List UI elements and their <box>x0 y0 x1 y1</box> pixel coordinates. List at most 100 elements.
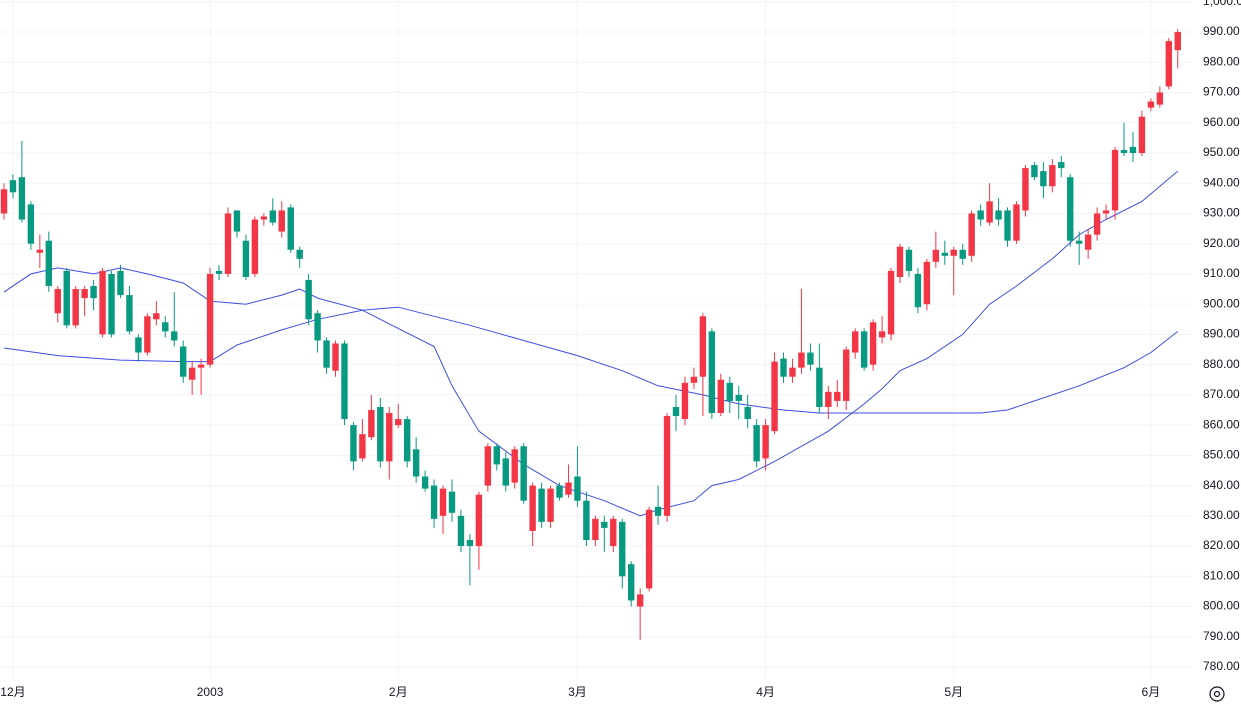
candle-body <box>314 313 321 341</box>
candle-body <box>368 409 375 438</box>
candle-body <box>905 249 913 271</box>
candle-body <box>1058 162 1065 169</box>
candle-body <box>54 289 61 314</box>
candle-body <box>1156 92 1164 105</box>
candle-body <box>986 201 993 223</box>
candle-body <box>180 346 187 377</box>
candle-body <box>663 416 671 516</box>
candle-body <box>135 337 142 353</box>
y-tick-label: 890.00 <box>1203 327 1240 341</box>
candle-body <box>681 382 689 420</box>
candle-body <box>412 449 420 477</box>
candle-body <box>502 458 509 486</box>
candle-body <box>941 252 948 256</box>
candle-body <box>1040 171 1047 187</box>
candle-body <box>0 189 8 214</box>
x-tick-label: 4月 <box>756 685 775 699</box>
candle-body <box>914 273 922 308</box>
candle-body <box>645 509 653 589</box>
x-tick-label: 3月 <box>568 685 587 699</box>
candle-body <box>36 249 44 253</box>
candle-body <box>9 180 17 193</box>
candle-body <box>529 485 536 531</box>
candle-body <box>852 331 859 353</box>
candle-body <box>27 204 35 244</box>
y-tick-label: 940.00 <box>1203 175 1240 189</box>
candle-body <box>224 213 232 274</box>
candle-body <box>977 210 984 220</box>
candle-body <box>323 340 330 368</box>
candle-body <box>1138 116 1146 153</box>
candle-body <box>636 594 644 607</box>
x-tick-label: 12月 <box>0 685 25 699</box>
candle-body <box>377 406 384 462</box>
candle-body <box>1147 101 1155 108</box>
candle-body <box>359 434 366 459</box>
candle-body <box>762 425 769 459</box>
y-tick-label: 1,000.00 <box>1203 0 1241 8</box>
candle-body <box>1165 41 1172 87</box>
candle-body <box>610 518 617 547</box>
candle-body <box>484 446 492 486</box>
y-tick-label: 970.00 <box>1203 85 1240 99</box>
candle-body <box>287 207 294 250</box>
candle-body <box>834 391 841 401</box>
candle-body <box>1076 240 1083 244</box>
settings-ring <box>1209 686 1225 702</box>
candle-body <box>296 249 303 259</box>
candle-body <box>538 488 545 522</box>
x-tick-label: 2003 <box>197 685 224 699</box>
candle-body <box>1013 204 1020 241</box>
candle-body <box>117 270 124 296</box>
candle-body <box>215 270 223 274</box>
candle-body <box>108 273 115 335</box>
candle-body <box>1049 165 1056 187</box>
y-tick-label: 860.00 <box>1203 417 1240 431</box>
y-tick-label: 810.00 <box>1203 568 1240 582</box>
candle-body <box>878 331 886 338</box>
candle-body <box>475 494 483 547</box>
candle-body <box>726 382 733 401</box>
candle-body <box>780 358 787 377</box>
candle-body <box>816 367 823 407</box>
candle-body <box>995 210 1002 220</box>
candle-body <box>708 331 716 414</box>
candle-body <box>654 506 662 516</box>
candle-body <box>1067 177 1074 241</box>
candle-body <box>421 476 429 489</box>
candle-body <box>386 413 393 462</box>
candle-body <box>574 476 581 501</box>
candle-body <box>45 240 52 287</box>
candle-body <box>950 249 957 256</box>
candle-body <box>601 521 608 528</box>
x-tick-label: 5月 <box>944 685 963 699</box>
candle-body <box>959 249 966 259</box>
candle-body <box>798 352 805 368</box>
x-tick-label: 6月 <box>1142 685 1161 699</box>
x-tick-label: 2月 <box>389 685 408 699</box>
candle-body <box>72 289 79 326</box>
candle-body <box>404 419 411 462</box>
candle-body <box>188 367 196 380</box>
y-tick-label: 880.00 <box>1203 357 1240 371</box>
candle-body <box>153 313 160 320</box>
settings-icon[interactable] <box>1209 686 1225 702</box>
candle-body <box>18 177 26 220</box>
y-tick-label: 850.00 <box>1203 448 1240 462</box>
candle-body <box>556 485 563 498</box>
y-tick-label: 840.00 <box>1203 478 1240 492</box>
candle-body <box>735 394 742 401</box>
candle-body <box>547 488 554 522</box>
candle-body <box>583 500 590 541</box>
candle-body <box>717 379 724 414</box>
candle-body <box>99 270 106 335</box>
candle-body <box>1102 210 1110 214</box>
candle-body <box>887 270 895 335</box>
candle-body <box>350 425 357 462</box>
candle-body <box>1093 213 1101 235</box>
candle-body <box>332 343 339 371</box>
candle-body <box>869 322 877 365</box>
candle-body <box>807 352 814 365</box>
